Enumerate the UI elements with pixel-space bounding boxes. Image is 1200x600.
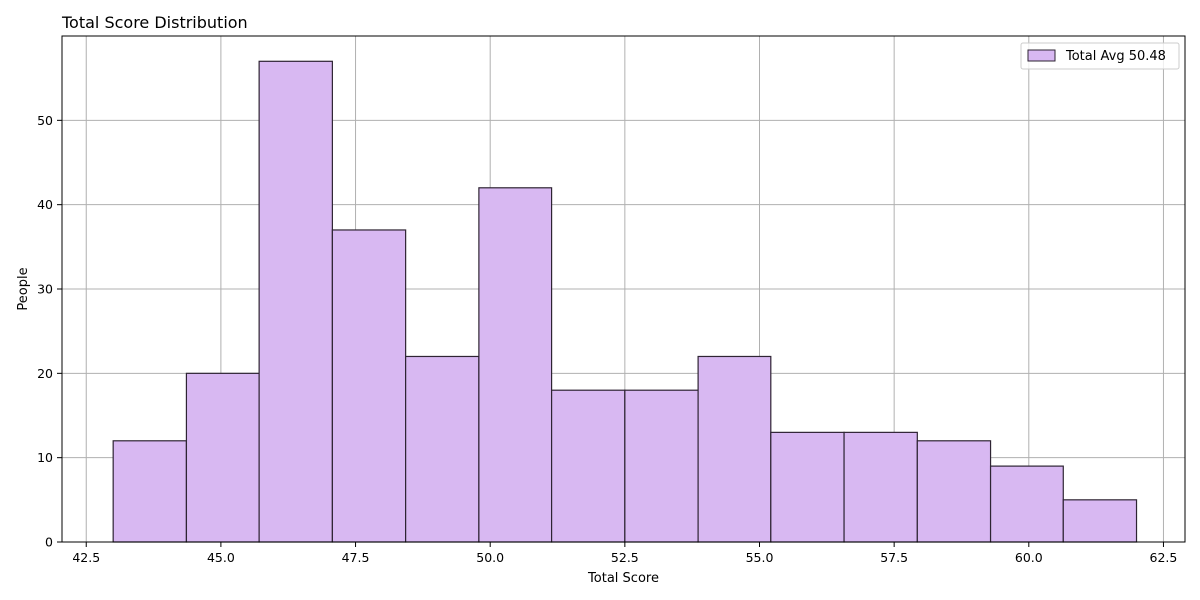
x-tick-label: 62.5	[1150, 550, 1178, 565]
histogram-bar	[550, 389, 626, 543]
x-tick-label: 45.0	[207, 550, 235, 565]
legend-box	[1020, 42, 1180, 70]
legend-label: Total Avg 50.48	[1065, 49, 1166, 64]
x-tick-label: 42.5	[72, 550, 100, 565]
histogram-bar	[258, 60, 333, 543]
y-tick-label: 30	[37, 282, 53, 297]
legend: Total Avg 50.48	[1020, 42, 1180, 70]
legend-swatch	[1027, 49, 1056, 62]
histogram-bar	[331, 229, 407, 543]
x-tick-label: 52.5	[611, 550, 639, 565]
histogram-bars	[112, 60, 1138, 543]
axis-ticks: 42.5 45.0 47.5 50.0 52.5 55.0 57.5 60.0 62.5 0 10 2…	[37, 113, 1177, 565]
x-tick-label: 47.5	[342, 550, 370, 565]
histogram-bar	[185, 372, 260, 543]
y-tick-label: 20	[37, 366, 53, 381]
y-tick-label: 10	[37, 450, 53, 465]
histogram-bar	[843, 431, 918, 543]
y-axis-label: People	[16, 267, 31, 310]
x-tick-label: 55.0	[746, 550, 774, 565]
x-tick-label: 50.0	[476, 550, 504, 565]
x-tick-label: 60.0	[1015, 550, 1043, 565]
x-axis-label: Total Score	[587, 571, 659, 586]
histogram-bar	[770, 431, 845, 543]
histogram-bar	[1062, 499, 1138, 543]
histogram-bar	[478, 187, 553, 543]
histogram-bar	[405, 355, 480, 543]
chart-title: Total Score Distribution	[61, 13, 248, 32]
y-tick-label: 40	[37, 197, 53, 212]
histogram-bar	[697, 355, 772, 543]
histogram-bar	[989, 465, 1064, 543]
x-tick-label: 57.5	[880, 550, 908, 565]
histogram-bar	[112, 440, 188, 543]
histogram-bar	[624, 389, 699, 543]
y-tick-label: 0	[45, 535, 53, 550]
histogram-bar	[916, 440, 992, 543]
y-tick-label: 50	[37, 113, 53, 128]
